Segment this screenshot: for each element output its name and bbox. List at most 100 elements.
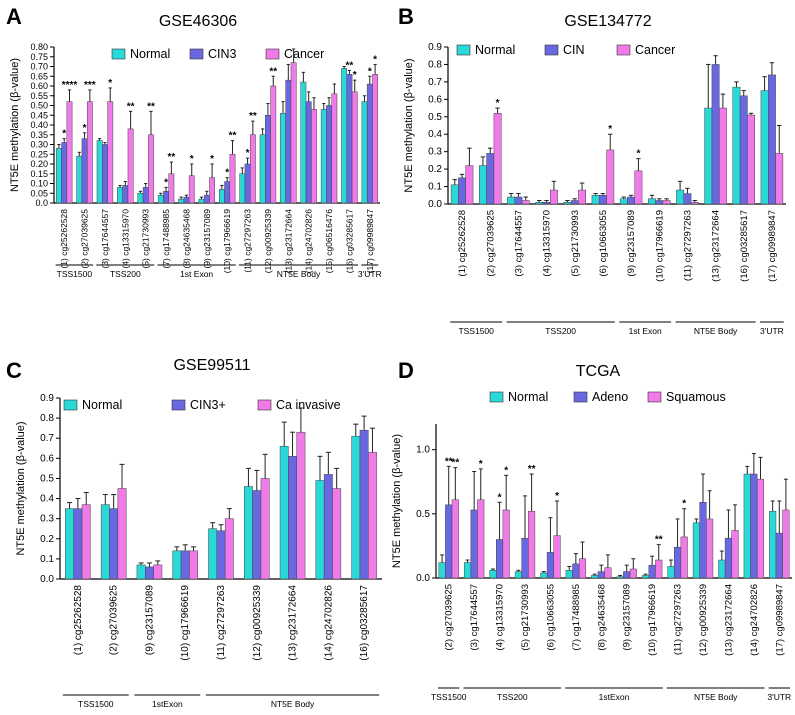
- chart-title: GSE46306: [159, 13, 237, 30]
- bar: [760, 90, 769, 205]
- bar: [565, 570, 573, 579]
- y-tick-label: 0.1: [428, 182, 442, 193]
- y-tick-label: 0.5: [428, 112, 442, 123]
- bar: [209, 177, 216, 204]
- chart-title: TCGA: [576, 363, 621, 380]
- y-tick-label: 0.50: [30, 101, 48, 111]
- significance-mark: *: [555, 491, 559, 502]
- y-tick-label: 0.05: [30, 188, 48, 198]
- bar: [81, 504, 91, 580]
- bar: [86, 101, 93, 204]
- bar: [341, 68, 348, 204]
- bar: [148, 134, 154, 204]
- bar: [183, 196, 190, 204]
- bar: [76, 155, 83, 204]
- bar: [546, 552, 554, 579]
- bar: [361, 101, 368, 204]
- y-tick-label: 0.25: [30, 149, 48, 159]
- y-tick-label: 0.30: [30, 140, 48, 150]
- legend-label: Normal: [508, 390, 548, 404]
- bar: [366, 83, 373, 204]
- bar: [351, 435, 361, 580]
- bar: [535, 202, 544, 205]
- region-label: NT5E Body: [694, 692, 738, 702]
- bar: [655, 559, 663, 579]
- y-tick-label: 0.55: [30, 91, 48, 101]
- y-tick-label: 0.4: [40, 494, 54, 505]
- significance-mark: *: [496, 98, 500, 109]
- x-tick-label: (11) cg27297263: [682, 210, 693, 281]
- bar: [81, 138, 88, 204]
- significance-mark: *: [190, 154, 194, 165]
- bar: [704, 107, 713, 205]
- bar: [315, 480, 325, 580]
- y-axis-label: NT5E methylation (β-value): [391, 434, 403, 568]
- x-tick-label: (9) cg23157089: [202, 209, 212, 269]
- bar: [351, 91, 358, 204]
- bar: [311, 109, 317, 204]
- y-axis-label: NT5E methylation (β-value): [403, 58, 415, 192]
- x-tick-label: (10) cg17966619: [222, 209, 232, 274]
- y-tick-label: 0.10: [30, 179, 48, 189]
- bar: [216, 530, 226, 580]
- bar: [259, 134, 266, 204]
- significance-mark: *: [164, 177, 168, 188]
- y-tick-label: 0.6: [428, 94, 442, 105]
- legend-swatch: [616, 44, 631, 56]
- bar: [127, 128, 134, 204]
- legend-label: Cancer: [635, 43, 675, 57]
- x-tick-label: (14) cg24702826: [323, 585, 334, 661]
- bar: [239, 173, 246, 204]
- bar: [285, 79, 292, 204]
- bar: [224, 181, 231, 204]
- x-tick-label: (3) cg17644557: [513, 210, 524, 277]
- bar: [280, 113, 286, 204]
- bar: [756, 478, 765, 579]
- panel-label-c: C: [6, 358, 22, 383]
- bar: [549, 189, 558, 205]
- legend-swatch: [456, 44, 471, 56]
- bar: [674, 546, 682, 579]
- bar: [747, 114, 755, 205]
- significance-mark: **: [528, 464, 536, 475]
- bar: [563, 202, 572, 205]
- significance-mark: *: [225, 168, 229, 179]
- bar: [782, 509, 790, 579]
- bar: [496, 539, 504, 579]
- bar: [486, 153, 495, 205]
- bar: [690, 202, 699, 205]
- bar: [368, 452, 377, 580]
- significance-mark: *: [62, 129, 66, 140]
- bar: [346, 74, 353, 204]
- bar: [332, 488, 342, 580]
- bar: [326, 105, 332, 204]
- bar: [109, 508, 119, 580]
- x-tick-label: (5) cg21730993: [141, 209, 151, 269]
- bar: [61, 142, 68, 204]
- bar: [279, 446, 289, 580]
- legend-label: Normal: [82, 398, 122, 412]
- bar: [66, 101, 73, 204]
- legend-swatch: [489, 391, 504, 403]
- panel-label-b: B: [398, 4, 414, 29]
- x-tick-label: (17) cg09989847: [767, 210, 778, 282]
- bar: [578, 558, 587, 579]
- y-tick-label: 0.6: [40, 453, 54, 464]
- significance-mark: *: [83, 123, 87, 134]
- bar: [775, 532, 783, 579]
- legend-swatch: [647, 391, 662, 403]
- bar: [451, 499, 459, 579]
- significance-mark: **: [229, 131, 237, 142]
- bar: [489, 570, 497, 579]
- significance-mark: **: [249, 111, 257, 122]
- y-tick-label: 0.60: [30, 81, 48, 91]
- bar: [372, 74, 379, 204]
- legend-swatch: [544, 44, 559, 56]
- bar: [627, 196, 635, 205]
- region-label: TSS1500: [458, 326, 494, 336]
- legend-swatch: [257, 399, 272, 411]
- bar: [244, 163, 251, 204]
- chart-panel-c: GSE99511 0.0 0.1 0.2 0.3 0.4 0.5 0.6 0.7 0.8 0.9 NT…: [15, 357, 382, 709]
- bar: [477, 499, 485, 579]
